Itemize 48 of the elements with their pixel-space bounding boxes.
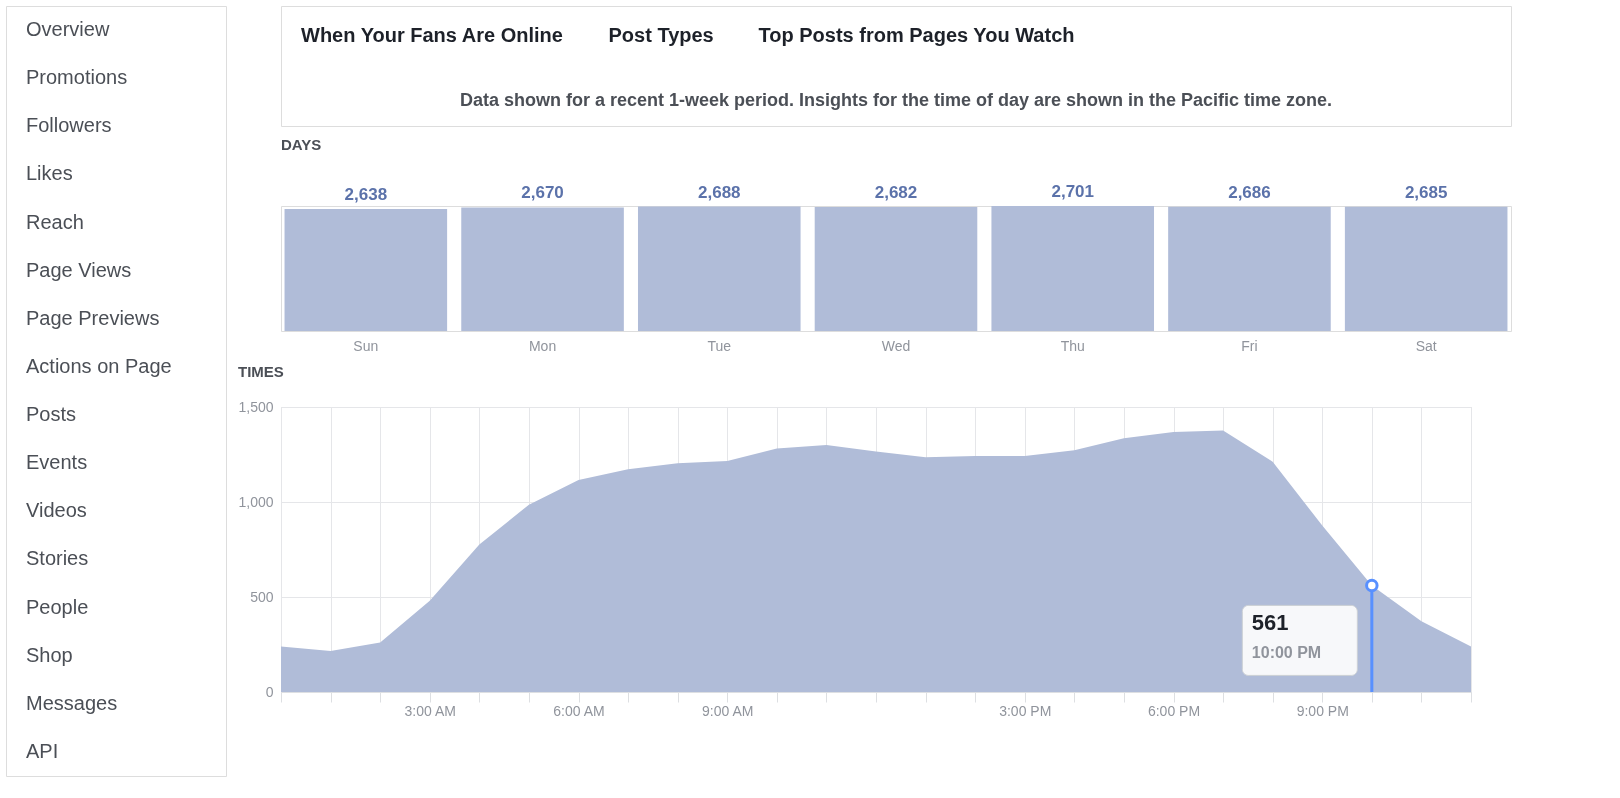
text: Top Posts from Pages You Watch — [758, 24, 1075, 46]
data-label: 2,670 — [521, 183, 564, 203]
data-label: 2,638 — [344, 184, 388, 204]
x-tick-label: Fri — [1241, 337, 1258, 354]
x-tick-label: 9:00 PM — [1296, 702, 1349, 719]
text: Stories — [26, 547, 89, 570]
text: Likes — [26, 162, 73, 185]
y-tick-label: 1,500 — [238, 398, 274, 415]
data-label: 2,682 — [874, 182, 918, 202]
data-label: 2,685 — [1404, 182, 1448, 202]
annotation: 10:00 PM — [1251, 644, 1322, 662]
text: People — [26, 595, 89, 618]
text: Data shown for a recent 1-week period. Insights for the time of day are shown in the Pacific time zone. — [459, 90, 1333, 110]
text: Videos — [26, 499, 87, 522]
x-tick-label: 9:00 AM — [702, 702, 754, 719]
text: Events — [26, 451, 88, 474]
x-tick-label: 6:00 AM — [553, 702, 605, 719]
text: Post Types — [608, 24, 714, 46]
chart-title: TIMES — [237, 363, 284, 380]
y-tick-label: 1,000 — [238, 493, 274, 510]
chart-title: DAYS — [281, 136, 322, 153]
x-tick-label: Thu — [1060, 337, 1085, 354]
text: When Your Fans Are Online — [301, 24, 563, 46]
text: Overview — [26, 18, 110, 41]
x-tick-label: 6:00 PM — [1147, 702, 1201, 719]
x-tick-label: Wed — [881, 337, 911, 354]
x-tick-label: Sat — [1415, 337, 1437, 354]
text: Posts — [26, 403, 77, 426]
x-tick-label: Mon — [528, 337, 557, 354]
text: Followers — [26, 114, 112, 137]
x-tick-label: 3:00 AM — [404, 702, 456, 719]
text: Actions on Page — [26, 354, 172, 377]
y-tick-label: 0 — [265, 683, 274, 700]
text: Shop — [26, 643, 73, 666]
data-label: 2,686 — [1228, 182, 1271, 202]
x-tick-label: 3:00 PM — [999, 702, 1052, 719]
y-tick-label: 500 — [250, 588, 274, 605]
x-tick-label: Sun — [353, 337, 379, 354]
text: API — [26, 739, 59, 762]
text: Promotions — [26, 66, 128, 89]
data-label: 2,701 — [1051, 182, 1094, 201]
text: Messages — [26, 691, 118, 714]
x-tick-label: Tue — [707, 337, 732, 354]
data-label: 2,688 — [698, 182, 741, 202]
text: Reach — [26, 210, 84, 233]
text: Page Previews — [26, 306, 160, 329]
text: Page Views — [26, 258, 132, 281]
annotation: 561 — [1251, 610, 1289, 636]
